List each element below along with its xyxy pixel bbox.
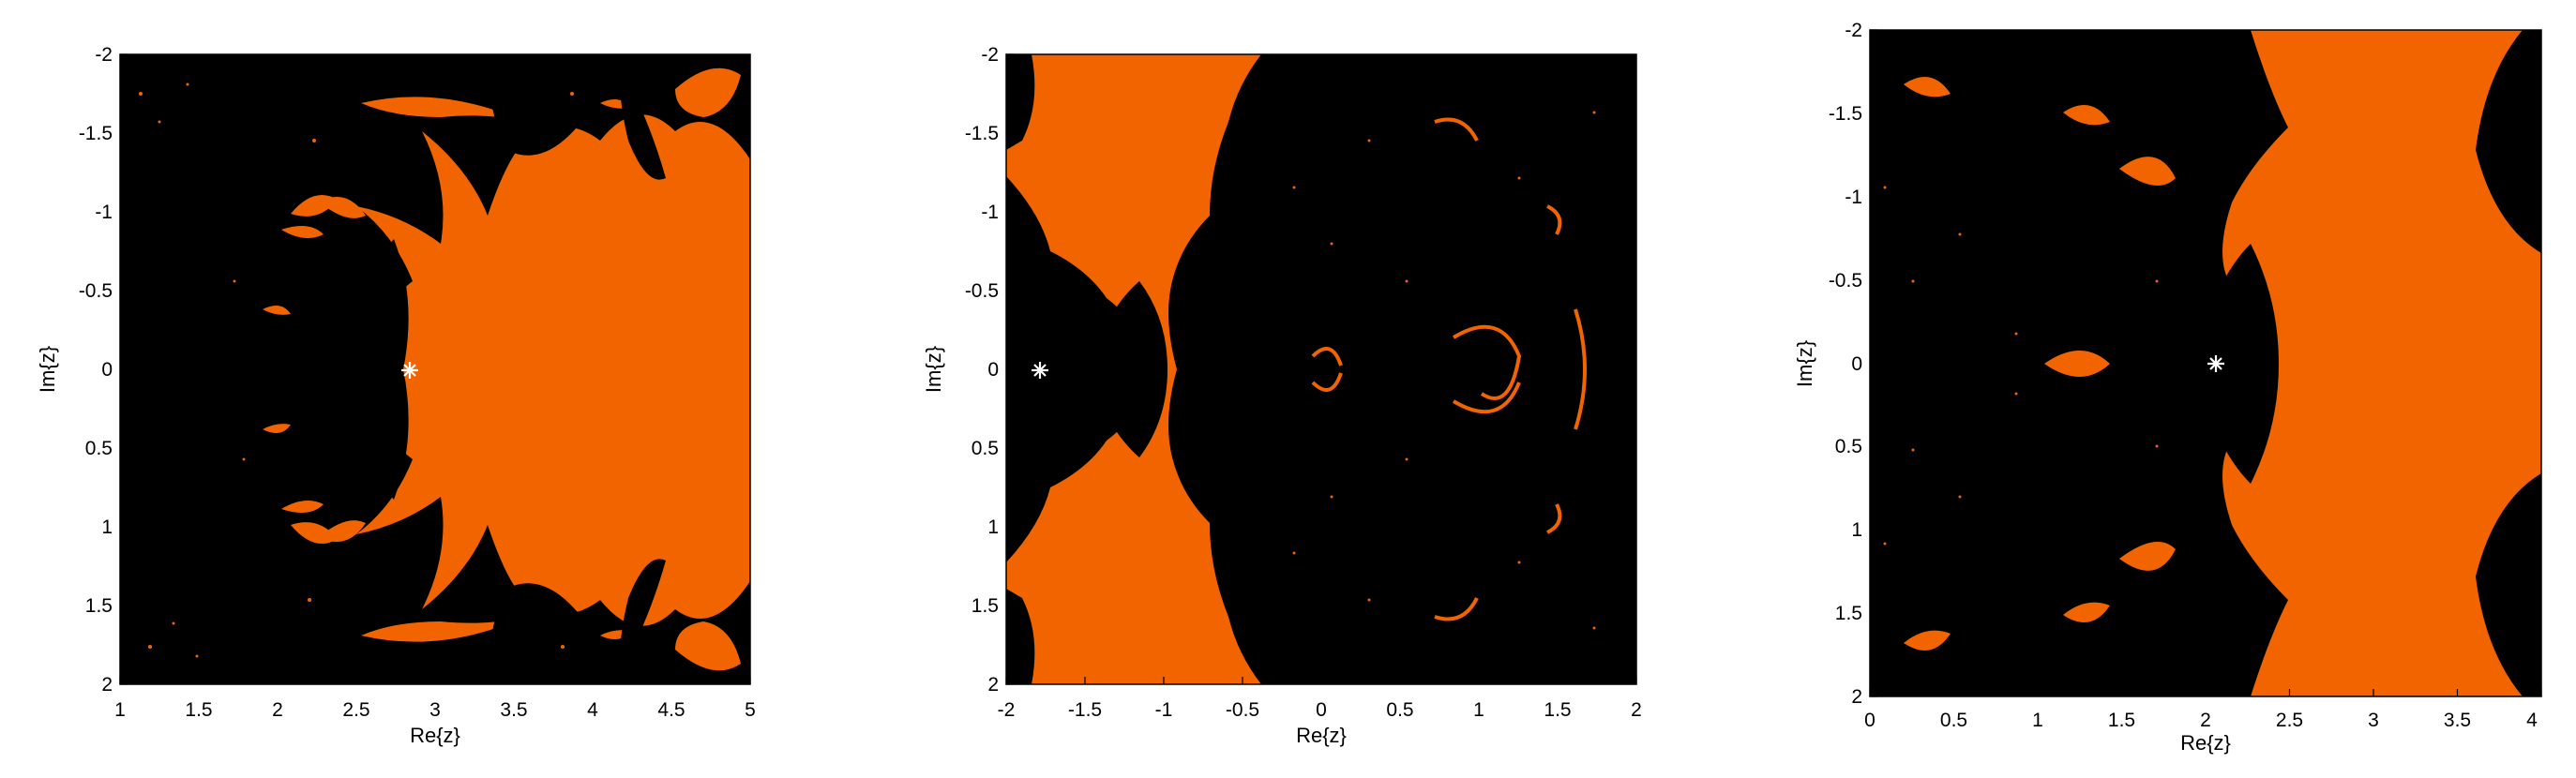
panel-1-basin-region [263, 67, 750, 671]
panel-3-speckle [1883, 186, 2159, 546]
x-tick-label: 0 [1316, 699, 1327, 721]
panel-2-x-ticks: -2 -1.5 -1 -0.5 0 0.5 1 1.5 2 [998, 677, 1642, 721]
x-tick-label: 4.5 [657, 699, 685, 721]
panel-2-marker [1032, 362, 1048, 379]
x-tick-label: 2 [272, 699, 283, 721]
panel-1-x-axis-title: Re{z} [410, 724, 460, 747]
y-tick-label: -1.5 [1829, 103, 1862, 125]
y-tick-label: 0 [1851, 353, 1862, 375]
panel-3: 0 0.5 1 1.5 2 2.5 3 3.5 4 -2 -1.5 -1 -0.… [1793, 20, 2542, 755]
panel-1-x-ticks: 1 1.5 2 2.5 3 3.5 4 4.5 5 [114, 677, 756, 721]
panel-2-basin-region [1006, 54, 1261, 684]
panel-1-y-ticks: -2 -1.5 -1 -0.5 0 0.5 1 1.5 2 [79, 44, 128, 696]
y-tick-label: -1.5 [79, 123, 113, 144]
y-tick-label: -0.5 [1829, 270, 1862, 292]
panel-3-y-axis-title: Im{z} [1793, 340, 1816, 387]
x-tick-label: 1.5 [1544, 699, 1571, 721]
x-tick-label: 3 [429, 699, 441, 721]
x-tick-label: -1 [1155, 699, 1173, 721]
x-tick-label: 5 [745, 699, 756, 721]
x-tick-label: -2 [998, 699, 1016, 721]
x-tick-label: -1.5 [1068, 699, 1102, 721]
y-tick-label: 0 [101, 359, 113, 381]
y-tick-label: 1 [101, 516, 113, 538]
panel-3-dark-lobes [2194, 30, 2541, 696]
panel-1-y-axis-title: Im{z} [36, 346, 59, 393]
y-tick-label: 2 [1851, 686, 1862, 708]
y-tick-label: 0.5 [1835, 436, 1862, 457]
x-tick-label: 3 [2368, 710, 2379, 731]
panel-3-basin-region [2222, 30, 2541, 696]
x-tick-label: 2.5 [2276, 710, 2303, 731]
y-tick-label: -2 [1845, 20, 1862, 41]
x-tick-label: 0.5 [1940, 710, 1967, 731]
panel-1: 1 1.5 2 2.5 3 3.5 4 4.5 5 -2 -1.5 -1 -0.… [36, 44, 756, 747]
panel-3-marker [2207, 355, 2224, 372]
panel-1-plot-area [120, 54, 750, 684]
y-tick-label: 1 [1851, 519, 1862, 541]
panel-2-y-ticks: -2 -1.5 -1 -0.5 0 0.5 1 1.5 2 [965, 44, 1014, 696]
x-tick-label: 4 [587, 699, 598, 721]
x-tick-label: 1 [114, 699, 126, 721]
panel-3-x-ticks: 0 0.5 1 1.5 2 2.5 3 3.5 4 [1864, 689, 2542, 731]
x-tick-label: 0 [1864, 710, 1876, 731]
panel-2-filaments [1311, 117, 1587, 621]
y-tick-label: 0.5 [972, 438, 999, 459]
y-tick-label: -2 [95, 44, 113, 66]
x-tick-label: 3.5 [500, 699, 527, 721]
y-tick-label: -1 [1845, 187, 1862, 208]
y-tick-label: -2 [981, 44, 999, 66]
x-tick-label: 4 [2526, 710, 2538, 731]
x-tick-label: 1.5 [185, 699, 212, 721]
x-tick-label: 2.5 [342, 699, 369, 721]
x-tick-label: 2 [2200, 710, 2211, 731]
y-tick-label: 1.5 [1835, 603, 1862, 624]
panel-2-speckle [1292, 111, 1596, 630]
x-tick-label: 1 [1473, 699, 1484, 721]
y-tick-label: -1.5 [965, 123, 999, 144]
x-tick-label: 3.5 [2444, 710, 2471, 731]
y-tick-label: -0.5 [965, 280, 999, 302]
y-tick-label: 1.5 [972, 595, 999, 617]
y-tick-label: 0.5 [85, 438, 113, 459]
y-tick-label: 0 [987, 359, 999, 381]
y-tick-label: 2 [987, 674, 999, 696]
panel-3-y-ticks: -2 -1.5 -1 -0.5 0 0.5 1 1.5 2 [1829, 20, 1877, 708]
panel-3-x-axis-title: Re{z} [2180, 731, 2231, 755]
x-tick-label: 0.5 [1386, 699, 1413, 721]
panel-1-speckle [139, 82, 574, 658]
x-tick-label: 1 [2032, 710, 2043, 731]
panel-2-plot-area [1006, 54, 1636, 684]
panel-1-marker [401, 362, 418, 379]
panel-3-plot-area [1870, 30, 2541, 696]
y-tick-label: -0.5 [79, 280, 113, 302]
y-tick-label: -1 [981, 202, 999, 223]
panel-2-y-axis-title: Im{z} [922, 346, 945, 393]
y-tick-label: 1.5 [85, 595, 113, 617]
panel-3-fringe [1904, 77, 2176, 651]
panel-2-x-axis-title: Re{z} [1296, 724, 1347, 747]
y-tick-label: 2 [101, 674, 113, 696]
panel-1-dark-lobes [338, 54, 666, 684]
x-tick-label: -0.5 [1226, 699, 1259, 721]
x-tick-label: 2 [1631, 699, 1642, 721]
y-tick-label: 1 [987, 516, 999, 538]
x-tick-label: 1.5 [2108, 710, 2135, 731]
y-tick-label: -1 [95, 202, 113, 223]
panel-2: -2 -1.5 -1 -0.5 0 0.5 1 1.5 2 -2 -1.5 -1… [922, 44, 1642, 747]
panel-2-dark-lobes [1006, 54, 1167, 684]
